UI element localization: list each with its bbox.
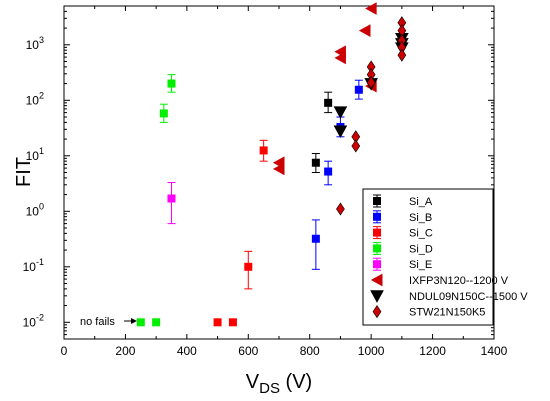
- data-point: [333, 125, 348, 139]
- legend-label: NDUL09N150C--1500 V: [409, 291, 528, 303]
- legend-label: Si_C: [409, 228, 433, 240]
- y-tick-exponent: 2: [39, 90, 44, 100]
- y-tick-exponent: -1: [36, 257, 44, 267]
- x-axis-ticks: 0 200 400 600 800 1000 1200 1400: [61, 6, 508, 358]
- legend-entry: Si_A: [373, 194, 433, 208]
- data-point: [259, 146, 268, 155]
- y-tick-label: 101: [26, 146, 44, 163]
- y-tick-base: 10: [23, 315, 37, 329]
- data-point: [167, 194, 176, 203]
- data-point: [354, 85, 363, 94]
- series-si-c: [213, 139, 268, 327]
- series-si-e: [167, 182, 176, 225]
- legend-marker: [373, 228, 381, 237]
- y-axis-label: FIT: [13, 157, 35, 187]
- y-tick-exponent: -2: [36, 312, 44, 322]
- legend-label: Si_D: [409, 243, 433, 255]
- legend-entry: STW21N150K5: [372, 305, 485, 319]
- series-si-a: [311, 91, 333, 173]
- y-tick-base: 10: [26, 93, 40, 107]
- y-tick-label: 100: [26, 201, 44, 218]
- y-tick-exponent: 0: [39, 201, 44, 211]
- data-point: [136, 318, 145, 327]
- y-tick-base: 10: [26, 149, 40, 163]
- data-point: [311, 158, 320, 167]
- legend-marker: [370, 273, 383, 287]
- legend-label: Si_B: [409, 212, 432, 224]
- data-point: [397, 48, 407, 62]
- data-point: [351, 139, 361, 153]
- legend-entry: Si_D: [373, 241, 433, 255]
- data-point: [213, 318, 222, 327]
- data-point: [333, 106, 348, 119]
- series-si-d: [136, 74, 176, 327]
- legend-label: Si_A: [409, 196, 433, 208]
- legend-entry: NDUL09N150C--1500 V: [370, 290, 528, 303]
- data-point: [324, 167, 333, 176]
- data-point: [365, 2, 377, 15]
- x-axis-label: VDS (V): [246, 371, 312, 397]
- legend-marker: [373, 197, 381, 205]
- data-point: [152, 318, 161, 327]
- data-point: [324, 98, 333, 107]
- legend-marker: [373, 244, 381, 253]
- y-tick-label: 103: [26, 35, 44, 52]
- y-tick-label: 10-1: [23, 257, 44, 274]
- legend-entry: Si_C: [373, 226, 433, 240]
- y-tick-base: 10: [26, 38, 40, 52]
- x-tick-label: 1000: [358, 344, 385, 358]
- annotation-text: no fails: [80, 316, 115, 328]
- legend-label: IXFP3N120--1200 V: [409, 275, 509, 287]
- x-tick-label: 400: [177, 344, 197, 358]
- no-fails-annotation: no fails: [80, 316, 137, 328]
- data-point: [366, 75, 376, 89]
- x-tick-label: 200: [115, 344, 135, 358]
- legend-marker: [370, 290, 384, 303]
- x-tick-label: 1200: [419, 344, 446, 358]
- data-series: [136, 2, 409, 327]
- data-point: [167, 79, 176, 88]
- x-tick-label: 800: [300, 344, 320, 358]
- y-tick-label: 10-2: [23, 312, 44, 329]
- y-tick-label: 102: [26, 90, 44, 107]
- x-tick-label: 600: [238, 344, 258, 358]
- legend-entry: Si_E: [373, 257, 432, 271]
- x-axis-label-main: V: [246, 371, 260, 393]
- data-point: [358, 24, 371, 37]
- data-point: [336, 202, 345, 216]
- data-point: [272, 162, 285, 176]
- data-point: [159, 109, 168, 118]
- data-point: [244, 262, 253, 271]
- data-point: [228, 318, 237, 327]
- y-tick-exponent: 3: [39, 35, 44, 45]
- x-axis-label-sub: DS: [259, 380, 280, 397]
- data-point: [334, 51, 346, 65]
- legend: Si_A Si_B Si_C Si_D Si_E IXFP3N120--1200 V NDU…: [362, 188, 528, 326]
- y-tick-base: 10: [23, 260, 37, 274]
- legend-marker: [373, 260, 381, 269]
- data-point: [311, 234, 320, 243]
- annotation-arrowhead: [131, 318, 137, 324]
- legend-label: STW21N150K5: [409, 307, 485, 319]
- legend-marker: [372, 305, 382, 319]
- series-stw21n150k5: [336, 16, 407, 216]
- y-tick-exponent: 1: [39, 146, 44, 156]
- legend-label: Si_E: [409, 259, 432, 271]
- legend-box: [362, 188, 494, 326]
- x-tick-label: 1400: [481, 344, 508, 358]
- legend-entry: Si_B: [373, 210, 432, 224]
- legend-marker: [373, 212, 381, 221]
- y-tick-base: 10: [26, 204, 40, 218]
- x-tick-label: 0: [61, 344, 68, 358]
- x-axis-label-unit: (V): [280, 371, 312, 393]
- legend-entry: IXFP3N120--1200 V: [370, 273, 509, 287]
